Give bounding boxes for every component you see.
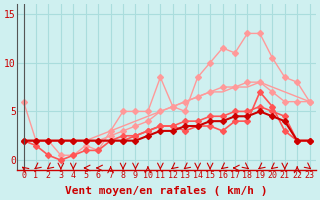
X-axis label: Vent moyen/en rafales ( km/h ): Vent moyen/en rafales ( km/h ) bbox=[65, 186, 268, 196]
